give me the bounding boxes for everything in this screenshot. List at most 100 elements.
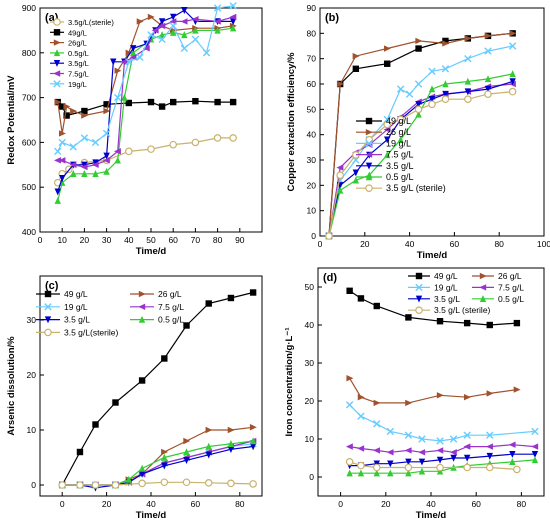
y-tick-label: 600	[22, 137, 36, 147]
data-point	[509, 458, 516, 465]
data-point	[352, 169, 360, 177]
x-tick-label: 10	[57, 235, 67, 245]
data-point	[229, 13, 237, 21]
data-point	[345, 457, 354, 466]
data-point	[229, 24, 237, 32]
data-point	[92, 170, 99, 177]
data-point	[436, 437, 444, 445]
data-point	[147, 31, 155, 39]
data-point	[183, 457, 190, 464]
data-point	[405, 90, 414, 98]
data-point	[183, 437, 191, 445]
legend-label: 49 g/L	[434, 271, 458, 281]
series-7	[54, 2, 237, 156]
legend-label: 3.5 g/L (sterile)	[434, 305, 491, 315]
data-point	[91, 138, 100, 147]
legend-label: 0.5 g/L	[158, 315, 184, 325]
data-point	[442, 37, 449, 45]
data-point	[58, 138, 66, 147]
y-tick-label: 500	[22, 182, 36, 192]
series-line	[62, 445, 254, 489]
data-point	[227, 479, 235, 488]
data-point	[58, 481, 67, 489]
legend-item: 19 g/L	[356, 138, 411, 148]
series-line	[328, 80, 513, 237]
legend-marker	[365, 162, 373, 170]
data-point	[352, 65, 360, 72]
y-tick-label: 30	[27, 315, 37, 325]
data-point	[441, 65, 450, 73]
data-point	[138, 377, 146, 384]
data-point	[114, 67, 122, 74]
y-axis-label: Copper extraction efficiency/%	[286, 52, 297, 191]
x-tick-label: 30	[102, 235, 112, 245]
data-point	[169, 140, 178, 149]
data-point	[531, 427, 539, 436]
legend-label: 7.5 g/L	[158, 302, 184, 312]
y-tick-label: 80	[307, 28, 317, 38]
legend-item: 3.5 g/L (sterile)	[356, 183, 446, 193]
data-point	[384, 45, 391, 52]
data-point	[59, 130, 66, 137]
data-point	[484, 90, 492, 98]
data-point	[136, 18, 144, 25]
x-axis-label: Time/d	[417, 250, 448, 261]
data-point	[213, 18, 221, 25]
legend: 3.5g/L(sterile)49g/L 26g/L0.5g/L3.5g/L 7.5…	[50, 18, 114, 89]
legend-item: 19 g/L	[408, 282, 458, 292]
data-point	[531, 443, 539, 450]
data-point	[463, 454, 471, 462]
data-point	[81, 170, 88, 177]
data-point	[345, 443, 353, 450]
data-point	[181, 31, 188, 39]
series-line	[57, 27, 234, 201]
data-point	[227, 440, 235, 447]
legend-marker	[365, 151, 373, 158]
series-line	[328, 45, 513, 237]
data-point	[205, 451, 212, 459]
data-point	[69, 161, 77, 168]
y-axis-label: Redox Potential/mV	[6, 75, 17, 165]
y-tick-label: 40	[307, 130, 317, 140]
data-point	[418, 467, 426, 475]
legend-label: 7.5 g/L	[498, 282, 524, 292]
legend-item: 3.5g/L(sterile)	[50, 18, 114, 27]
data-point	[92, 421, 99, 428]
data-point	[81, 107, 88, 115]
data-point	[227, 446, 235, 453]
legend-marker	[53, 49, 61, 57]
chart-panel-1: 0 10 20 30 40 50 60 70 80 90 400 500 600 700 800 900 Tim…	[6, 2, 263, 257]
data-point	[54, 188, 61, 196]
data-point	[114, 148, 121, 155]
legend-item: 0.5 g/L	[356, 172, 414, 182]
data-point	[147, 13, 155, 21]
x-tick-label: 60	[191, 499, 201, 509]
legend-label: 3.5 g/L	[434, 294, 460, 304]
data-point	[509, 78, 516, 86]
series-3	[345, 401, 539, 445]
y-tick-label: 30	[305, 358, 315, 368]
legend-marker	[138, 315, 146, 323]
y-tick-label: 10	[305, 434, 315, 444]
data-point	[336, 171, 344, 180]
data-point	[418, 458, 426, 466]
data-point	[125, 49, 133, 56]
legend-marker	[138, 303, 146, 310]
legend-label: 19g/L	[68, 80, 87, 89]
data-point	[169, 18, 177, 25]
series-line	[328, 32, 513, 237]
data-point	[415, 45, 422, 52]
legend-label: 19 g/L	[386, 138, 411, 148]
data-point	[508, 42, 517, 50]
y-tick-label: 400	[22, 227, 36, 237]
data-point	[191, 138, 200, 147]
data-point	[91, 161, 99, 168]
data-point	[373, 420, 381, 428]
legend-item: 49 g/L	[36, 289, 88, 299]
x-tick-label: 20	[80, 235, 90, 245]
data-point	[428, 100, 436, 109]
data-point	[414, 105, 423, 114]
data-point	[114, 93, 122, 102]
